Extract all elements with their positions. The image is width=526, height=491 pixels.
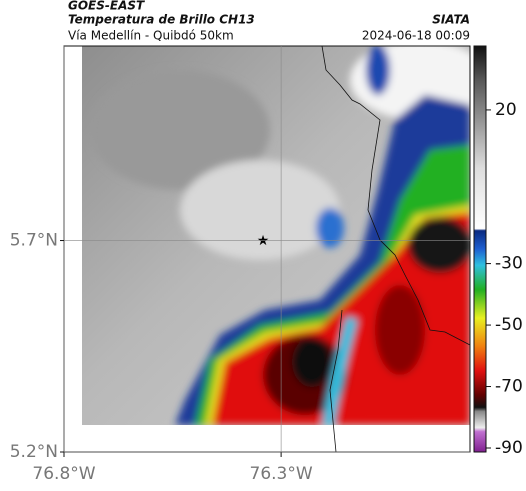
colorbar-tick-label: 20 [495,100,517,120]
org: SIATA [432,13,470,27]
route: Vía Medellín - Quibdó 50km [68,29,234,43]
x-tick-label: 76.8°W [32,464,95,484]
colorbar-tick-label: -50 [495,315,523,335]
timestamp: 2024-06-18 00:09 [362,29,470,43]
satellite-image [82,46,470,425]
border-line [321,45,471,346]
colorbar [473,45,487,453]
title: Temperatura de Brillo CH13 [68,13,255,27]
border-line [329,309,343,453]
y-tick-label: 5.7°N [10,231,58,251]
x-tick-label: 76.3°W [250,464,313,484]
city-marker: ★ [257,233,270,249]
source: GOES-EAST [68,0,145,13]
colorbar-tick-label: -30 [495,254,523,274]
colorbar-tick-label: -70 [495,377,523,397]
colorbar-tick-label: -90 [495,438,523,458]
y-tick-label: 5.2°N [10,442,58,462]
